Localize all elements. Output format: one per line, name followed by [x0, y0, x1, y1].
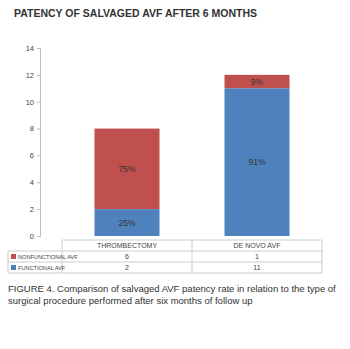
table-value: 2: [125, 264, 129, 271]
table-rule: [8, 251, 9, 273]
percent-label: 91%: [248, 157, 265, 167]
y-tick: 0: [30, 232, 40, 241]
page: PATENCY OF SALVAGED AVF AFTER 6 MONTHS 0 2…: [0, 0, 350, 349]
y-axis: 0 2 4 6 8 10 12 14: [26, 44, 41, 241]
y-tick-label: 2: [30, 205, 34, 214]
bar-segment: [225, 88, 290, 236]
y-tick: 6: [30, 151, 40, 160]
y-tick-label: 0: [30, 232, 34, 241]
bar-segment: [95, 209, 160, 236]
y-axis-line: [37, 49, 41, 237]
legend-label: FUNCTIONAL AVF: [18, 265, 66, 271]
percent-labels: 75% 9% 25% 91%: [118, 77, 265, 228]
y-tick-mark: [37, 236, 40, 237]
y-tick-label: 6: [30, 151, 34, 160]
bar-segment: [225, 75, 290, 88]
y-tick-mark: [37, 102, 40, 103]
legend-label: NONFUNCTIONAL AVF: [18, 254, 78, 260]
y-tick-label: 4: [30, 178, 34, 187]
y-tick-mark: [37, 182, 40, 183]
bar-segment: [95, 129, 160, 210]
table-rule: [322, 240, 323, 273]
chart: PATENCY OF SALVAGED AVF AFTER 6 MONTHS 0 2…: [0, 0, 350, 282]
table-rule: [8, 273, 322, 274]
y-tick-label: 8: [30, 124, 34, 133]
table-rule: [8, 251, 322, 252]
table-value: 1: [255, 253, 259, 260]
y-tick-label: 12: [26, 71, 34, 80]
percent-label: 75%: [118, 164, 135, 174]
x-tick: DE NOVO AVF: [234, 242, 281, 249]
y-tick: 2: [30, 205, 40, 214]
percent-label: 9%: [251, 77, 264, 87]
y-tick: 12: [26, 71, 40, 80]
y-tick-mark: [37, 155, 40, 156]
table-rule: [192, 240, 193, 273]
x-tick-label: THROMBECTOMY: [97, 242, 157, 249]
percent-label: 25%: [118, 218, 135, 228]
x-tick-label: DE NOVO AVF: [234, 242, 281, 249]
y-tick: 14: [26, 44, 40, 53]
y-tick-mark: [37, 129, 40, 130]
y-tick-label: 14: [26, 44, 34, 53]
title: PATENCY OF SALVAGED AVF AFTER 6 MONTHS: [14, 7, 257, 19]
data-table: NONFUNCTIONAL AVF 6 1 FUNCTIONAL AVF 2 11: [8, 240, 322, 273]
table-value: 11: [253, 264, 260, 271]
y-tick-mark: [37, 209, 40, 210]
y-tick-label: 10: [26, 98, 34, 107]
y-tick: 8: [30, 124, 40, 133]
y-tick-mark: [37, 75, 40, 76]
x-axis: THROMBECTOMY DE NOVO AVF: [97, 242, 281, 249]
x-tick: THROMBECTOMY: [97, 242, 157, 249]
y-tick-mark: [37, 48, 40, 49]
caption: FIGURE 4. Comparison of salvaged AVF pat…: [8, 283, 342, 307]
legend-swatch: [11, 254, 16, 259]
table-rule: [8, 262, 322, 263]
legend-swatch: [11, 265, 16, 270]
bars: [95, 75, 290, 236]
y-tick: 10: [26, 98, 40, 107]
y-tick: 4: [30, 178, 40, 187]
table-value: 6: [125, 253, 129, 260]
